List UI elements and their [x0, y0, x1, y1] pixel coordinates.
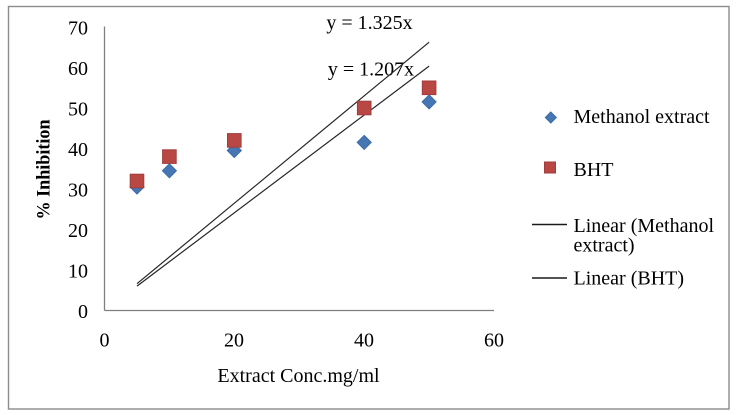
svg-text:40: 40 — [354, 330, 374, 352]
svg-text:Linear (BHT): Linear (BHT) — [574, 268, 685, 290]
svg-text:0: 0 — [78, 301, 88, 323]
svg-text:Methanol extract: Methanol extract — [574, 106, 710, 128]
svg-text:Extract Conc.mg/ml: Extract Conc.mg/ml — [217, 365, 380, 387]
svg-text:0: 0 — [100, 330, 110, 352]
svg-text:40: 40 — [68, 139, 88, 161]
svg-text:60: 60 — [68, 58, 88, 80]
svg-text:60: 60 — [484, 330, 504, 352]
svg-text:20: 20 — [68, 220, 88, 242]
svg-text:70: 70 — [68, 18, 88, 40]
svg-text:50: 50 — [68, 99, 88, 121]
svg-text:BHT: BHT — [574, 159, 614, 181]
svg-text:30: 30 — [68, 180, 88, 202]
svg-text:y = 1.207x: y = 1.207x — [328, 59, 414, 81]
svg-text:extract): extract) — [574, 235, 635, 257]
svg-text:10: 10 — [68, 261, 88, 283]
svg-text:y = 1.325x: y = 1.325x — [326, 12, 412, 34]
svg-text:Linear (Methanol: Linear (Methanol — [574, 215, 715, 237]
svg-text:20: 20 — [224, 330, 244, 352]
svg-text:% Inhibition: % Inhibition — [34, 119, 55, 219]
